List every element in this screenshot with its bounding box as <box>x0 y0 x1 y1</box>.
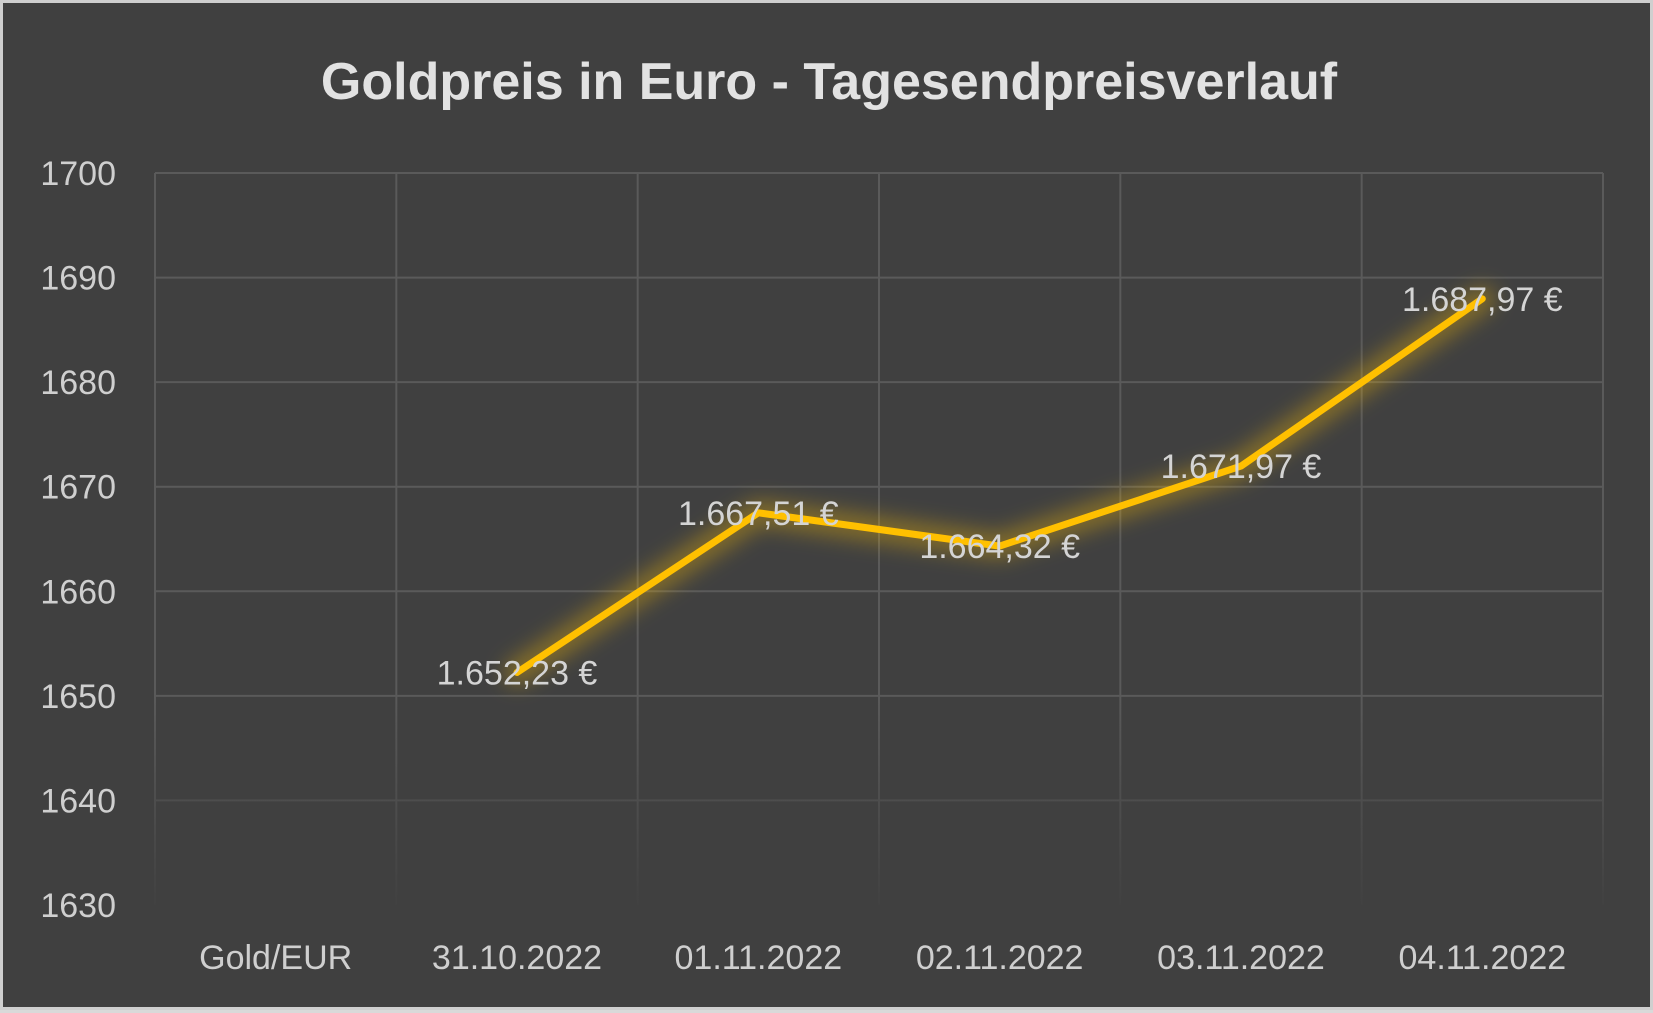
x-tick-label: 31.10.2022 <box>432 939 602 977</box>
chart-title: Goldpreis in Euro - Tagesendpreisverlauf <box>321 53 1338 111</box>
line-chart: Goldpreis in Euro - Tagesendpreisverlauf… <box>40 53 1608 977</box>
grid-fade-overlay <box>153 693 1608 915</box>
series-line-glow <box>504 285 1496 686</box>
series-line-group <box>513 295 1486 676</box>
y-tick-label: 1680 <box>40 364 116 402</box>
y-tick-label: 1690 <box>40 260 116 298</box>
data-label: 1.687,97 € <box>1402 281 1563 319</box>
data-label: 1.671,97 € <box>1161 448 1322 486</box>
x-tick-label: 01.11.2022 <box>675 939 843 977</box>
x-tick-label: 02.11.2022 <box>916 939 1084 977</box>
y-tick-label: 1650 <box>40 678 116 716</box>
x-tick-label: Gold/EUR <box>199 939 352 977</box>
series-glow <box>504 285 1496 686</box>
data-label: 1.664,32 € <box>919 528 1080 566</box>
series-line <box>513 295 1486 676</box>
data-label: 1.652,23 € <box>437 655 598 693</box>
y-tick-label: 1670 <box>40 469 116 507</box>
data-labels: 1.652,23 € 1.667,51 € 1.664,32 € 1.671,97 €… <box>437 281 1563 693</box>
y-tick-label: 1640 <box>40 782 116 820</box>
y-tick-label: 1630 <box>40 887 116 925</box>
data-label: 1.667,51 € <box>678 495 839 533</box>
x-axis-ticks: Gold/EUR 31.10.2022 01.11.2022 02.11.2022 03… <box>199 939 1566 977</box>
x-tick-label: 03.11.2022 <box>1157 939 1325 977</box>
y-tick-label: 1700 <box>40 155 116 193</box>
x-tick-label: 04.11.2022 <box>1399 939 1567 977</box>
y-tick-label: 1660 <box>40 573 116 611</box>
y-axis-ticks: 1700 1690 1680 1670 1660 1650 1640 1630 <box>40 155 116 925</box>
